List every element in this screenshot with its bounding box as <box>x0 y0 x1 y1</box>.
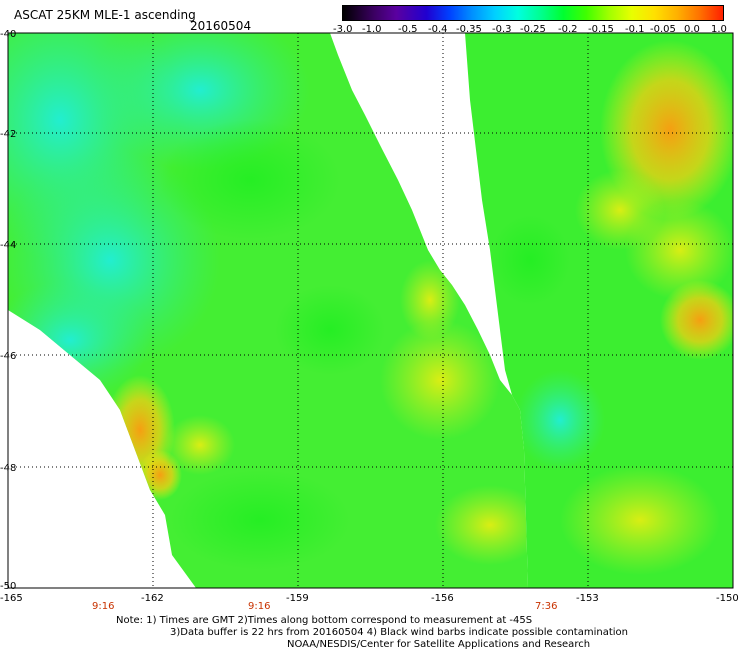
colorbar-tick: -0.05 <box>650 24 676 35</box>
colorbar-tick: -1.0 <box>362 24 382 35</box>
pass-time-label: 9:16 <box>248 601 270 612</box>
lon-label: -150 <box>716 593 739 604</box>
colorbar-tick: 0.0 <box>684 24 700 35</box>
colorbar-tick: -0.35 <box>456 24 482 35</box>
lat-label: -50 <box>0 581 16 592</box>
note-line-3: NOAA/NESDIS/Center for Satellite Applica… <box>287 639 591 650</box>
lon-label: -159 <box>286 593 309 604</box>
colorbar-tick: -0.2 <box>558 24 578 35</box>
lat-label: -42 <box>0 129 16 140</box>
graticule <box>8 33 733 588</box>
lon-label: -153 <box>576 593 599 604</box>
colorbar-tick: -0.5 <box>398 24 418 35</box>
map-frame <box>7 32 734 589</box>
lon-label: -165 <box>0 593 23 604</box>
map-date: 20160504 <box>190 19 252 33</box>
lat-label: -44 <box>0 240 16 251</box>
colorbar-tick: -0.1 <box>625 24 645 35</box>
colorbar-tick: -0.4 <box>428 24 448 35</box>
swath-map: -40 -42 -44 -46 -48 -50 -165 -162 -159 -… <box>0 29 739 612</box>
pass-time-label: 7:36 <box>535 601 557 612</box>
colorbar <box>342 5 724 21</box>
map-title: ASCAT 25KM MLE-1 ascending <box>14 8 196 22</box>
note-line-2: 3)Data buffer is 22 hrs from 20160504 4)… <box>170 627 628 638</box>
colorbar-tick: -0.3 <box>492 24 512 35</box>
colorbar-tick: -0.25 <box>520 24 546 35</box>
lat-label: -46 <box>0 351 16 362</box>
left-swath <box>8 33 528 588</box>
note-line-1: Note: 1) Times are GMT 2)Times along bot… <box>116 615 533 626</box>
lon-label: -156 <box>431 593 454 604</box>
colorbar-tick: -3.0 <box>333 24 353 35</box>
lat-label: -48 <box>0 463 16 474</box>
right-swath <box>465 33 733 588</box>
colorbar-tick: 1.0 <box>711 24 727 35</box>
colorbar-tick: -0.15 <box>588 24 614 35</box>
pass-time-label: 9:16 <box>92 601 114 612</box>
lon-label: -162 <box>141 593 164 604</box>
lat-label: -40 <box>0 29 16 40</box>
